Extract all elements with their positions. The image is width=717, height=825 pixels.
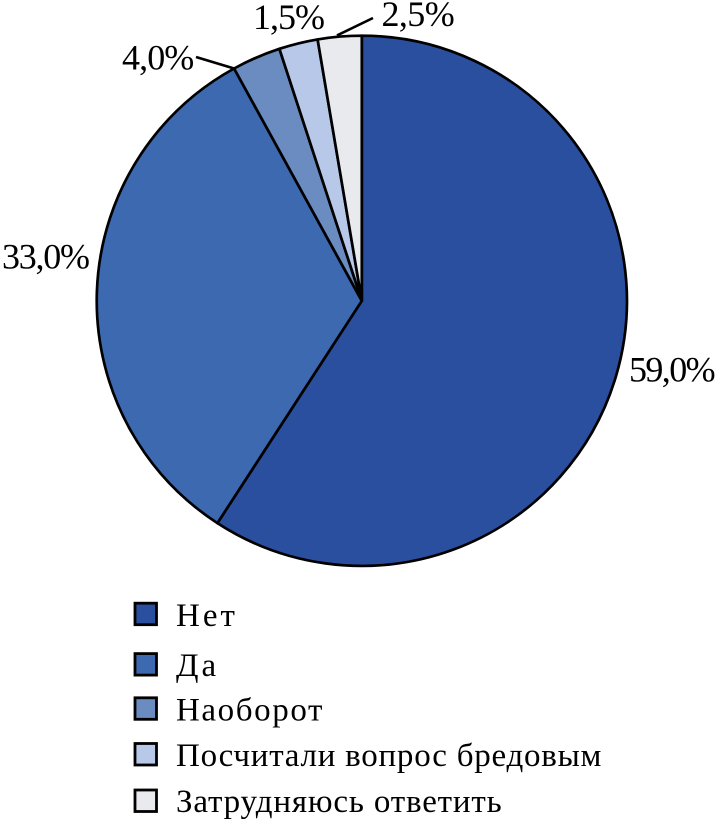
svg-text:Посчитали вопрос бредовым: Посчитали вопрос бредовым	[176, 738, 602, 774]
svg-text:33,0%: 33,0%	[2, 237, 89, 277]
svg-text:4,0%: 4,0%	[122, 38, 193, 78]
svg-text:59,0%: 59,0%	[629, 349, 715, 389]
svg-text:1,5%: 1,5%	[253, 0, 324, 37]
svg-text:2,5%: 2,5%	[382, 0, 455, 34]
svg-text:Нет: Нет	[176, 598, 238, 634]
svg-text:Наоборот: Наоборот	[176, 693, 324, 729]
svg-text:Затрудняюсь ответить: Затрудняюсь ответить	[176, 784, 503, 820]
svg-text:Да: Да	[176, 648, 219, 684]
